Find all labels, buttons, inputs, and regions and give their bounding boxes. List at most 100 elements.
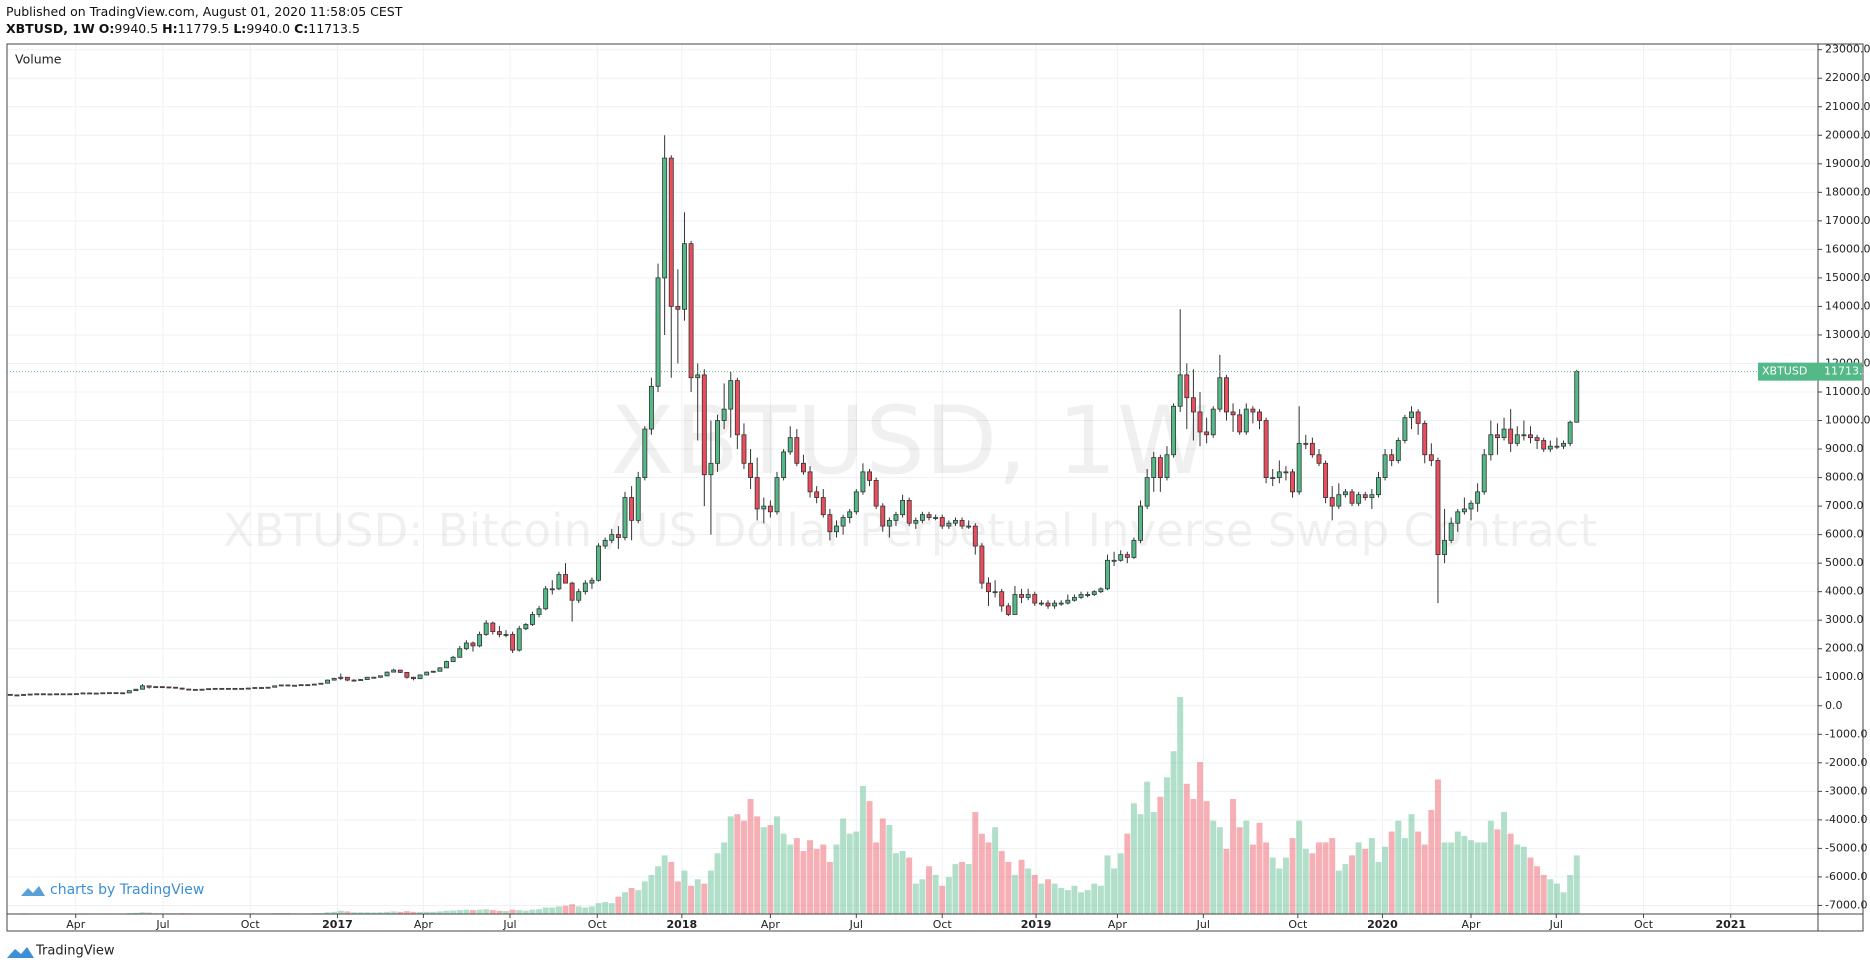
candle-body <box>285 684 291 687</box>
x-tick-label: Jul <box>155 918 169 931</box>
volume-bar <box>740 820 747 914</box>
volume-bar <box>1137 814 1144 914</box>
candle-body <box>1574 371 1580 423</box>
volume-bar <box>701 883 708 914</box>
candle-body <box>1190 397 1196 413</box>
volume-bar <box>1421 844 1428 914</box>
volume-bar <box>370 912 377 914</box>
volume-bar <box>1005 861 1012 914</box>
candle-body <box>668 157 674 307</box>
candle-body <box>1461 508 1467 513</box>
candle-body <box>1296 442 1302 493</box>
candle-body <box>199 688 205 691</box>
x-tick-label: 2018 <box>667 918 698 931</box>
candle-body <box>1124 554 1130 558</box>
candle-body <box>543 588 549 610</box>
candle-body <box>880 505 886 527</box>
logo-icon <box>21 886 45 896</box>
candle-body <box>54 693 60 696</box>
volume-bar <box>747 798 754 914</box>
candle-body <box>1151 457 1157 478</box>
candle-body <box>166 686 172 689</box>
volume-bar <box>1117 853 1124 914</box>
volume-bar <box>522 910 529 914</box>
y-tick-label: 2000.0 <box>1825 642 1864 655</box>
volume-bar <box>595 903 602 914</box>
volume-bar <box>615 896 622 914</box>
candle-body <box>100 692 106 695</box>
symbol: XBTUSD, 1W <box>6 21 95 36</box>
volume-bar <box>879 818 886 914</box>
volume-bar <box>674 881 681 914</box>
volume-bar <box>397 911 404 914</box>
candle-body <box>298 684 304 687</box>
candle-body <box>1171 405 1177 456</box>
candle-body <box>966 525 972 528</box>
candle-body <box>635 477 641 521</box>
candle-body <box>1065 599 1071 604</box>
x-tick-label: Oct <box>588 918 608 931</box>
candle-body <box>444 661 449 669</box>
volume-bar <box>1249 844 1256 914</box>
candle-body <box>397 669 403 673</box>
candle-body <box>278 684 284 687</box>
candle-body <box>708 462 714 476</box>
candle-body <box>523 624 529 630</box>
candle-body <box>34 693 40 696</box>
x-tick-label: Apr <box>1461 918 1481 931</box>
volume-bar <box>562 905 569 914</box>
candle-body <box>1144 477 1150 507</box>
candle-body <box>265 686 271 689</box>
volume-bar <box>1461 835 1468 914</box>
volume-bar <box>1309 853 1316 914</box>
volume-bar <box>926 866 932 914</box>
candle-body <box>1204 431 1210 436</box>
candle-body <box>834 525 839 533</box>
candle-body <box>179 687 185 690</box>
y-tick-label: -5000.0 <box>1825 841 1867 854</box>
candle-body <box>1435 460 1441 555</box>
logo-text: charts by TradingView <box>50 882 204 898</box>
volume-bar <box>952 864 959 914</box>
volume-bar <box>403 911 410 914</box>
footer-icon <box>7 947 34 958</box>
volume-bar <box>602 902 609 914</box>
volume-bar <box>1170 751 1177 914</box>
volume-bar <box>1534 866 1541 914</box>
volume-bar <box>1236 827 1243 914</box>
y-tick-label: 23000.0 <box>1825 43 1870 56</box>
candle-body <box>1250 408 1256 413</box>
volume-bar <box>344 911 351 914</box>
volume-bar <box>945 877 952 914</box>
candle-body <box>1005 605 1011 615</box>
candle-body <box>87 692 93 695</box>
candle-body <box>424 671 430 676</box>
volume-bar <box>906 857 913 914</box>
y-tick-label: 21000.0 <box>1825 100 1870 113</box>
volume-bar <box>132 912 139 914</box>
volume-bar <box>582 907 589 914</box>
volume-bar <box>337 910 344 914</box>
candle-body <box>939 517 945 527</box>
candle-body <box>721 408 727 421</box>
candle-body <box>259 687 264 689</box>
volume-bar <box>1282 857 1289 914</box>
volume-bar <box>760 827 767 914</box>
volume-bar <box>965 864 972 914</box>
y-tick-label: 13000.0 <box>1825 328 1870 341</box>
legend-key: H: <box>162 21 178 36</box>
candle-body <box>1164 454 1170 478</box>
volume-bar <box>1183 783 1190 914</box>
volume-bar <box>787 844 794 914</box>
candle-body <box>1237 414 1243 433</box>
volume-bar <box>463 909 470 914</box>
volume-bar <box>727 816 734 914</box>
y-tick-label: 3000.0 <box>1825 613 1864 626</box>
volume-bar <box>139 912 146 914</box>
volume-bar <box>1157 796 1164 914</box>
volume-bar <box>899 851 906 914</box>
volume-bar <box>1560 892 1567 914</box>
last-price-box <box>1758 362 1862 381</box>
volume-bar <box>1084 890 1091 914</box>
volume-bar <box>390 911 397 914</box>
